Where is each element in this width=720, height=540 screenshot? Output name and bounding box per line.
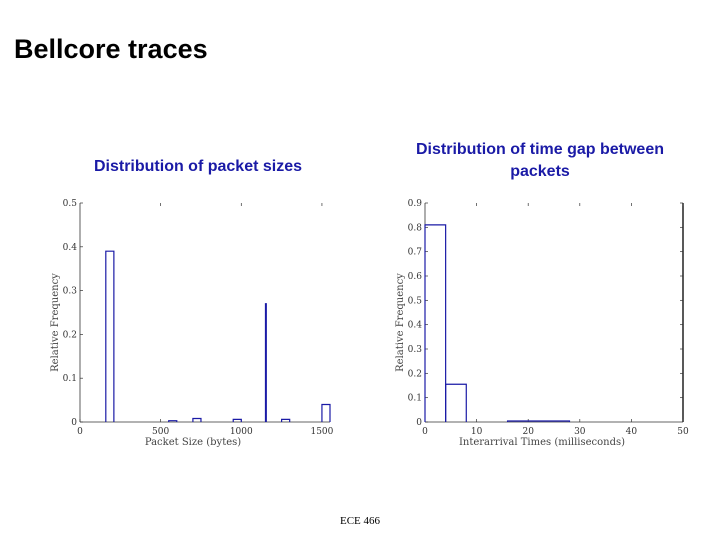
y-tick-label: 0.6 xyxy=(408,272,423,282)
y-tick-label: 0.1 xyxy=(408,394,422,404)
x-tick-label: 20 xyxy=(522,427,534,437)
chart-title-packet-sizes: Distribution of packet sizes xyxy=(93,158,303,175)
y-tick-label: 0.3 xyxy=(408,345,423,355)
bar xyxy=(445,383,467,422)
x-tick-label: 0 xyxy=(77,427,83,437)
y-tick-label: 0 xyxy=(416,418,422,428)
x-tick-label: 10 xyxy=(471,427,483,437)
x-tick-label: 50 xyxy=(677,427,689,437)
bar xyxy=(264,303,267,422)
x-tick-label: 30 xyxy=(574,427,586,437)
bar xyxy=(168,420,178,422)
y-tick-label: 0.5 xyxy=(408,296,423,306)
chart-title-time-gap: Distribution of time gap between packets xyxy=(415,141,664,180)
y-tick-label: 0.7 xyxy=(408,248,423,258)
bar xyxy=(192,417,202,422)
y-tick-label: 0.4 xyxy=(63,243,78,253)
bar xyxy=(281,418,291,422)
x-tick-label: 500 xyxy=(152,427,169,437)
y-tick-label: 0.2 xyxy=(408,369,422,379)
y-tick-label: 0.5 xyxy=(63,199,78,209)
y-tick-label: 0.9 xyxy=(408,199,423,209)
y-tick-label: 0.1 xyxy=(63,374,77,384)
y-tick-label: 0.4 xyxy=(408,321,423,331)
y-axis-label: Relative Frequency xyxy=(50,273,61,372)
x-tick-label: 1500 xyxy=(310,427,333,437)
bar xyxy=(105,250,115,422)
bar xyxy=(424,224,447,422)
slide-footer: ECE 466 xyxy=(339,515,381,527)
bar xyxy=(232,418,242,422)
y-axis-label: Relative Frequency xyxy=(395,273,406,372)
x-axis-label: Interarrival Times (milliseconds) xyxy=(459,437,625,448)
y-tick-label: 0.8 xyxy=(408,223,423,233)
y-tick-label: 0.2 xyxy=(63,330,77,340)
slide-title: Bellcore traces xyxy=(14,34,208,64)
y-tick-label: 0.3 xyxy=(63,287,78,297)
x-tick-label: 40 xyxy=(626,427,638,437)
bar xyxy=(506,420,571,422)
x-tick-label: 1000 xyxy=(230,427,253,437)
x-tick-label: 0 xyxy=(422,427,428,437)
bar xyxy=(321,403,331,422)
x-axis-label: Packet Size (bytes) xyxy=(145,437,241,448)
y-tick-label: 0 xyxy=(71,418,77,428)
